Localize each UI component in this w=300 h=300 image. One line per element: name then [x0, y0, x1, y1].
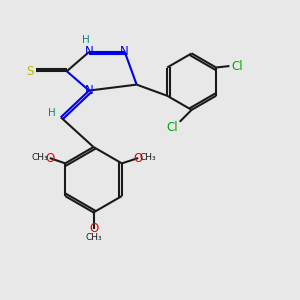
- Text: H: H: [82, 35, 90, 45]
- Text: O: O: [45, 152, 54, 164]
- Text: Cl: Cl: [167, 121, 178, 134]
- Text: N: N: [85, 45, 93, 58]
- Text: CH₃: CH₃: [32, 153, 48, 162]
- Text: N: N: [85, 84, 93, 97]
- Text: O: O: [89, 222, 98, 235]
- Text: Cl: Cl: [232, 59, 243, 73]
- Text: CH₃: CH₃: [140, 153, 156, 162]
- Text: N: N: [120, 45, 129, 58]
- Text: S: S: [26, 65, 33, 78]
- Text: CH₃: CH₃: [85, 232, 102, 242]
- Text: H: H: [48, 108, 56, 118]
- Text: O: O: [134, 152, 143, 164]
